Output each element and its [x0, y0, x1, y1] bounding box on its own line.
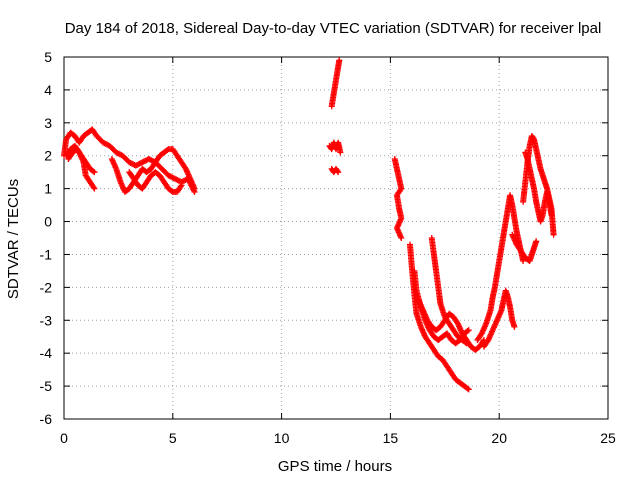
y-tick-label: -3	[40, 312, 53, 328]
data-point	[511, 323, 518, 330]
x-tick-labels: 0 5 10 15 20 25	[60, 430, 616, 446]
data-point	[550, 231, 557, 238]
data-point	[520, 258, 527, 265]
y-tick-labels: -6 -5 -4 -3 -2 -1 0 1 2 3 4 5	[40, 49, 53, 427]
y-tick-label: -4	[40, 345, 53, 361]
data-point	[398, 235, 405, 241]
y-tick-label: 3	[44, 115, 52, 131]
x-axis-label: GPS time / hours	[278, 458, 392, 475]
data-point	[463, 340, 470, 347]
chart-title: Day 184 of 2018, Sidereal Day-to-day VTE…	[65, 20, 602, 37]
data-point	[91, 185, 98, 192]
grid	[64, 57, 608, 419]
data-point	[464, 385, 471, 392]
plot-frame	[63, 56, 609, 420]
y-tick-label: 4	[44, 82, 52, 98]
data-point	[90, 184, 97, 191]
data-point	[462, 339, 469, 346]
data-points	[61, 57, 557, 393]
y-tick-label: 1	[44, 181, 52, 197]
data-point	[191, 185, 198, 192]
data-point	[464, 327, 471, 334]
tick-marks	[63, 56, 609, 420]
data-point	[465, 386, 472, 393]
y-tick-label: -2	[40, 279, 53, 295]
x-tick-label: 10	[274, 430, 290, 446]
data-point	[465, 327, 472, 334]
data-point	[178, 182, 185, 189]
x-tick-label: 20	[491, 430, 507, 446]
data-point	[91, 169, 98, 176]
y-tick-label: 2	[44, 148, 52, 164]
y-tick-label: -1	[40, 246, 53, 262]
y-tick-label: -6	[40, 411, 53, 427]
y-tick-label: 5	[44, 49, 52, 65]
x-tick-label: 5	[169, 430, 177, 446]
y-axis-label: SDTVAR / TECUs	[5, 179, 22, 299]
y-tick-label: -5	[40, 378, 53, 394]
data-point	[336, 57, 343, 64]
y-tick-label: 0	[44, 214, 52, 230]
data-point	[335, 169, 342, 176]
data-point	[177, 183, 184, 190]
data-point	[337, 149, 344, 156]
data-point	[533, 238, 540, 245]
data-point	[90, 168, 97, 175]
data-point	[548, 211, 555, 218]
x-tick-label: 25	[600, 430, 616, 446]
x-tick-label: 15	[383, 430, 399, 446]
data-point	[334, 168, 341, 175]
x-tick-label: 0	[60, 430, 68, 446]
